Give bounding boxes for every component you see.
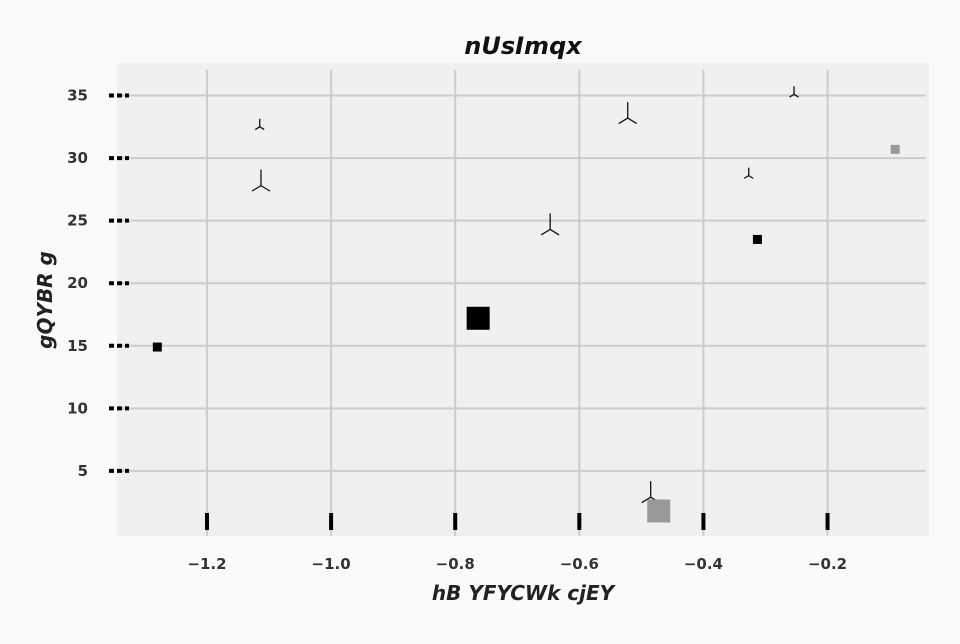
y-axis-label: gQYBR g [33, 251, 57, 349]
x-tick-label: −0.4 [684, 555, 723, 573]
y-tick-label: 10 [67, 399, 88, 417]
plot-area [117, 63, 929, 536]
data-points [152, 86, 900, 523]
y-tick-label: 25 [67, 212, 88, 230]
tri-down-marker [251, 169, 271, 192]
tri-down-marker [789, 86, 799, 98]
tri-down-marker [618, 102, 638, 125]
tri-down-marker [743, 167, 754, 179]
tri-down-marker [540, 213, 560, 236]
x-tick-label: −0.2 [808, 555, 847, 573]
x-tick-label: −1.0 [312, 555, 351, 573]
y-tick-label: 5 [78, 462, 88, 480]
square-marker [647, 499, 671, 523]
x-tick-label: −0.8 [436, 555, 475, 573]
y-tick-label: 20 [67, 274, 88, 292]
square-marker [152, 342, 162, 352]
chart-title: nUsImqx [464, 32, 583, 60]
tri-down-marker [254, 118, 265, 131]
tick-marks [109, 93, 830, 530]
x-axis-label: hB YFYCWk cjEY [432, 581, 617, 605]
y-tick-label: 35 [67, 87, 88, 105]
square-marker [890, 144, 900, 154]
square-marker [752, 234, 762, 244]
x-tick-label: −1.2 [187, 555, 226, 573]
y-tick-label: 30 [67, 149, 88, 167]
square-marker [466, 306, 490, 330]
y-tick-label: 15 [67, 337, 88, 355]
x-tick-label: −0.6 [560, 555, 599, 573]
